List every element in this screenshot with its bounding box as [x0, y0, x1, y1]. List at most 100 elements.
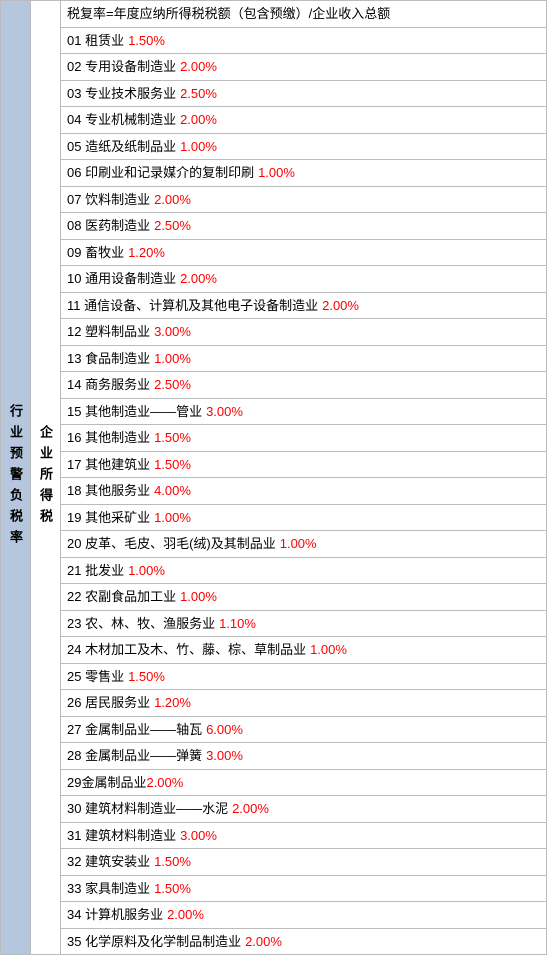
- table-row: 34 计算机服务业2.00%: [61, 902, 546, 929]
- row-label: 32 建筑安装业: [67, 852, 150, 872]
- row-rate: 1.00%: [180, 137, 217, 157]
- table-row: 09 畜牧业1.20%: [61, 240, 546, 267]
- row-rate: 1.20%: [128, 243, 165, 263]
- table-row: 14 商务服务业2.50%: [61, 372, 546, 399]
- row-label: 16 其他制造业: [67, 428, 150, 448]
- row-label: 27 金属制品业——轴瓦: [67, 720, 202, 740]
- table-row: 21 批发业1.00%: [61, 558, 546, 585]
- row-label: 08 医药制造业: [67, 216, 150, 236]
- row-rate: 2.50%: [180, 84, 217, 104]
- table-row: 13 食品制造业1.00%: [61, 346, 546, 373]
- table-row: 15 其他制造业——管业3.00%: [61, 399, 546, 426]
- table-row: 08 医药制造业2.50%: [61, 213, 546, 240]
- row-rate: 3.00%: [154, 322, 191, 342]
- row-rate: 2.50%: [154, 375, 191, 395]
- table-row: 02 专用设备制造业2.00%: [61, 54, 546, 81]
- table-row: 06 印刷业和记录媒介的复制印刷1.00%: [61, 160, 546, 187]
- table-row: 20 皮革、毛皮、羽毛(绒)及其制品业1.00%: [61, 531, 546, 558]
- row-label: 20 皮革、毛皮、羽毛(绒)及其制品业: [67, 534, 276, 554]
- table-row: 23 农、林、牧、渔服务业1.10%: [61, 611, 546, 638]
- row-rate: 6.00%: [206, 720, 243, 740]
- row-label: 24 木材加工及木、竹、藤、棕、草制品业: [67, 640, 306, 660]
- table-row: 27 金属制品业——轴瓦6.00%: [61, 717, 546, 744]
- data-column: 税复率=年度应纳所得税税额（包含预缴）/企业收入总额 01 租赁业1.50%02…: [61, 1, 546, 954]
- row-rate: 1.50%: [154, 852, 191, 872]
- row-rate: 2.00%: [232, 799, 269, 819]
- row-rate: 2.00%: [167, 905, 204, 925]
- row-label: 11 通信设备、计算机及其他电子设备制造业: [67, 296, 318, 316]
- row-rate: 1.50%: [154, 455, 191, 475]
- row-rate: 1.00%: [154, 349, 191, 369]
- row-label: 15 其他制造业——管业: [67, 402, 202, 422]
- row-rate: 2.00%: [180, 110, 217, 130]
- row-label: 21 批发业: [67, 561, 124, 581]
- row-label: 23 农、林、牧、渔服务业: [67, 614, 215, 634]
- row-label: 06 印刷业和记录媒介的复制印刷: [67, 163, 254, 183]
- category-label-mid: 企业所得税: [31, 1, 61, 954]
- row-rate: 1.10%: [219, 614, 256, 634]
- table-row: 05 造纸及纸制品业1.00%: [61, 134, 546, 161]
- row-rate: 2.00%: [245, 932, 282, 952]
- formula-header: 税复率=年度应纳所得税税额（包含预缴）/企业收入总额: [61, 1, 546, 28]
- tax-rate-table: 行业预警负税率 企业所得税 税复率=年度应纳所得税税额（包含预缴）/企业收入总额…: [0, 0, 547, 955]
- row-label: 18 其他服务业: [67, 481, 150, 501]
- table-row: 10 通用设备制造业2.00%: [61, 266, 546, 293]
- row-label: 30 建筑材料制造业——水泥: [67, 799, 228, 819]
- table-row: 07 饮料制造业2.00%: [61, 187, 546, 214]
- category-label-left: 行业预警负税率: [1, 1, 31, 954]
- table-row: 25 零售业1.50%: [61, 664, 546, 691]
- row-label: 07 饮料制造业: [67, 190, 150, 210]
- row-rate: 1.50%: [154, 879, 191, 899]
- row-rate: 3.00%: [206, 746, 243, 766]
- row-rate: 2.50%: [154, 216, 191, 236]
- row-rate: 1.00%: [180, 587, 217, 607]
- table-row: 16 其他制造业1.50%: [61, 425, 546, 452]
- row-label: 12 塑料制品业: [67, 322, 150, 342]
- row-rate: 2.00%: [180, 57, 217, 77]
- row-label: 02 专用设备制造业: [67, 57, 176, 77]
- row-rate: 1.00%: [154, 508, 191, 528]
- row-rate: 1.00%: [258, 163, 295, 183]
- row-rate: 3.00%: [206, 402, 243, 422]
- row-label: 28 金属制品业——弹簧: [67, 746, 202, 766]
- table-row: 19 其他采矿业1.00%: [61, 505, 546, 532]
- table-row: 18 其他服务业4.00%: [61, 478, 546, 505]
- row-rate: 1.00%: [310, 640, 347, 660]
- row-label: 31 建筑材料制造业: [67, 826, 176, 846]
- row-rate: 1.50%: [154, 428, 191, 448]
- table-row: 30 建筑材料制造业——水泥2.00%: [61, 796, 546, 823]
- row-label: 10 通用设备制造业: [67, 269, 176, 289]
- row-label: 14 商务服务业: [67, 375, 150, 395]
- row-label: 13 食品制造业: [67, 349, 150, 369]
- row-rate: 3.00%: [180, 826, 217, 846]
- table-row: 11 通信设备、计算机及其他电子设备制造业2.00%: [61, 293, 546, 320]
- row-rate: 2.00%: [322, 296, 359, 316]
- row-rate: 1.00%: [280, 534, 317, 554]
- row-label: 05 造纸及纸制品业: [67, 137, 176, 157]
- table-row: 35 化学原料及化学制品制造业2.00%: [61, 929, 546, 955]
- row-label: 19 其他采矿业: [67, 508, 150, 528]
- table-row: 24 木材加工及木、竹、藤、棕、草制品业1.00%: [61, 637, 546, 664]
- row-label: 03 专业技术服务业: [67, 84, 176, 104]
- row-rate: 1.50%: [128, 667, 165, 687]
- table-row: 12 塑料制品业3.00%: [61, 319, 546, 346]
- row-rate: 1.20%: [154, 693, 191, 713]
- table-row: 26 居民服务业1.20%: [61, 690, 546, 717]
- row-rate: 1.50%: [128, 31, 165, 51]
- row-label: 25 零售业: [67, 667, 124, 687]
- table-row: 29金属制品业2.00%: [61, 770, 546, 797]
- row-label: 26 居民服务业: [67, 693, 150, 713]
- row-label: 34 计算机服务业: [67, 905, 163, 925]
- table-row: 03 专业技术服务业2.50%: [61, 81, 546, 108]
- table-row: 01 租赁业1.50%: [61, 28, 546, 55]
- row-label: 09 畜牧业: [67, 243, 124, 263]
- table-row: 28 金属制品业——弹簧3.00%: [61, 743, 546, 770]
- table-row: 32 建筑安装业1.50%: [61, 849, 546, 876]
- row-rate: 2.00%: [146, 773, 183, 793]
- row-rate: 4.00%: [154, 481, 191, 501]
- row-label: 04 专业机械制造业: [67, 110, 176, 130]
- table-row: 22 农副食品加工业1.00%: [61, 584, 546, 611]
- table-row: 33 家具制造业1.50%: [61, 876, 546, 903]
- row-label: 35 化学原料及化学制品制造业: [67, 932, 241, 952]
- row-label: 33 家具制造业: [67, 879, 150, 899]
